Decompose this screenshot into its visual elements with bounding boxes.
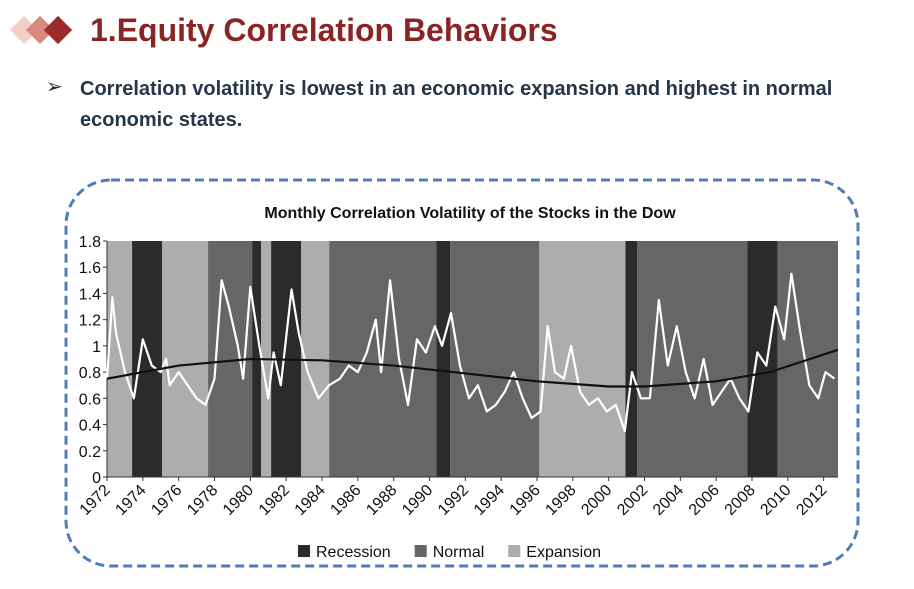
series-line bbox=[106, 348, 839, 388]
x-tick-label: 2000 bbox=[578, 482, 615, 519]
x-tick-label: 1990 bbox=[399, 482, 436, 519]
diamond-icon bbox=[25, 15, 55, 45]
x-tick-label: 1996 bbox=[507, 482, 544, 519]
x-tick-label: 2002 bbox=[614, 482, 651, 519]
y-tick-label: 1.2 bbox=[79, 313, 101, 330]
x-tick-label: 1988 bbox=[363, 482, 400, 519]
x-tick-label: 1978 bbox=[184, 482, 221, 519]
x-tick-label: 1976 bbox=[148, 482, 185, 519]
x-tick-label: 2006 bbox=[686, 482, 723, 519]
x-tick-label: 2012 bbox=[793, 482, 830, 519]
chart-frame bbox=[64, 178, 860, 568]
diamond-icon bbox=[9, 15, 39, 45]
y-tick-label: 1.6 bbox=[79, 260, 101, 277]
x-tick-label: 2004 bbox=[650, 482, 687, 519]
regime-band bbox=[107, 241, 133, 477]
x-tick-label: 1974 bbox=[112, 482, 149, 519]
x-tick-label: 1984 bbox=[292, 482, 329, 519]
y-tick-label: 1 bbox=[92, 339, 101, 356]
slide-title: 1.Equity Correlation Behaviors bbox=[90, 12, 558, 48]
series-line bbox=[105, 272, 836, 433]
y-tick-label: 0.8 bbox=[79, 365, 101, 382]
bullet-icon: ➢ bbox=[46, 76, 63, 98]
regime-band bbox=[436, 241, 451, 477]
legend-swatch bbox=[298, 545, 310, 557]
y-tick-label: 0.2 bbox=[79, 444, 101, 461]
y-tick-label: 1.8 bbox=[79, 234, 101, 251]
x-tick-label: 1986 bbox=[327, 482, 364, 519]
regime-band bbox=[450, 241, 540, 477]
x-tick-label: 2008 bbox=[722, 482, 759, 519]
y-tick-label: 0 bbox=[92, 470, 101, 487]
legend-label: Expansion bbox=[526, 544, 601, 561]
x-tick-label: 1994 bbox=[471, 482, 508, 519]
y-tick-label: 1.4 bbox=[79, 286, 101, 303]
x-tick-label: 1998 bbox=[542, 482, 579, 519]
regime-band bbox=[132, 241, 163, 477]
regime-band bbox=[625, 241, 638, 477]
chart-title: Monthly Correlation Volatility of the St… bbox=[264, 205, 676, 222]
x-tick-label: 2010 bbox=[757, 482, 794, 519]
regime-band bbox=[637, 241, 748, 477]
legend-swatch bbox=[414, 545, 427, 557]
x-tick-label: 1972 bbox=[77, 482, 114, 519]
x-tick-label: 1980 bbox=[220, 482, 257, 519]
legend-label: Normal bbox=[433, 544, 485, 561]
legend-label: Recession bbox=[316, 544, 391, 561]
x-tick-label: 1992 bbox=[435, 482, 472, 519]
x-tick-label: 1982 bbox=[256, 482, 293, 519]
regime-band bbox=[162, 241, 209, 477]
legend-swatch bbox=[508, 545, 521, 557]
y-tick-label: 0.6 bbox=[79, 391, 101, 408]
y-tick-label: 0.4 bbox=[79, 418, 101, 435]
bullet-text: Correlation volatility is lowest in an e… bbox=[80, 78, 833, 131]
diamond-icon bbox=[43, 15, 73, 45]
